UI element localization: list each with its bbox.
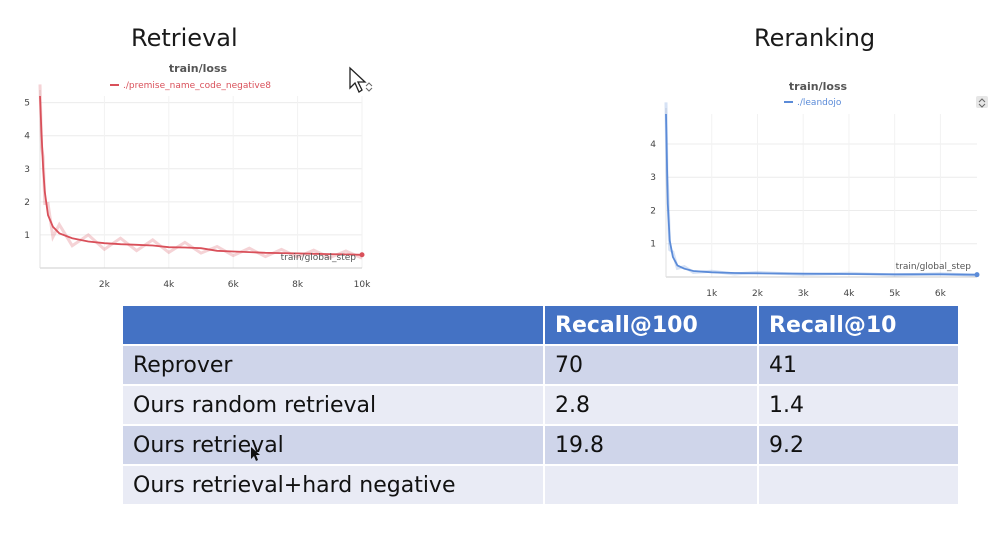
row-method: Ours random retrieval [121, 384, 545, 426]
series-raw-trace [38, 84, 363, 260]
table-row: Ours random retrieval 2.8 1.4 [121, 384, 960, 426]
y-tick-label: 5 [24, 99, 30, 109]
y-tick-label: 2 [650, 206, 656, 216]
legend-label: ./leandojo [797, 98, 842, 108]
y-tick-label: 3 [650, 173, 656, 183]
table-header-row: Recall@100 Recall@10 [121, 304, 960, 346]
scroll-handle-icon[interactable] [364, 80, 374, 92]
y-tick-label: 4 [24, 132, 30, 142]
row-recall100: 2.8 [543, 384, 759, 426]
row-recall10: 9.2 [757, 424, 960, 466]
retrieval-loss-chart: train/loss ./premise_name_code_negative8 1… [0, 58, 375, 298]
retrieval-loss-plot: train/loss ./premise_name_code_negative8 1… [24, 62, 371, 290]
row-recall10 [757, 464, 960, 506]
x-tick-label: 6k [935, 289, 947, 299]
y-tick-label: 2 [24, 198, 30, 208]
y-tick-label: 3 [24, 165, 30, 175]
x-tick-label: 3k [798, 289, 810, 299]
row-recall10: 1.4 [757, 384, 960, 426]
x-tick-label: 5k [889, 289, 901, 299]
row-recall10: 41 [757, 344, 960, 386]
mouse-pointer-icon [348, 66, 370, 99]
x-tick-label: 10k [354, 280, 371, 290]
text-cursor-icon [250, 446, 262, 467]
x-tick-label: 6k [228, 280, 240, 290]
chart-title: train/loss [169, 62, 228, 75]
header-cell-empty [121, 304, 545, 346]
row-method: Reprover [121, 344, 545, 386]
row-method: Ours retrieval [121, 424, 545, 466]
results-table: Recall@100 Recall@10 Reprover 70 41 Ours… [121, 304, 960, 506]
x-tick-label: 8k [292, 280, 304, 290]
x-tick-label: 4k [163, 280, 175, 290]
series-end-point [974, 272, 980, 278]
x-tick-label: 4k [843, 289, 855, 299]
row-method: Ours retrieval+hard negative [121, 464, 545, 506]
reranking-loss-chart: train/loss ./leandojo 1 2 3 4 1k 2k 3k 4k 5k 6k trai… [636, 76, 991, 304]
retrieval-heading: Retrieval [131, 24, 238, 52]
table-row: Ours retrieval+hard negative [121, 464, 960, 506]
series-raw-trace [664, 102, 978, 277]
header-cell-recall100: Recall@100 [543, 304, 759, 346]
scroll-handle-icon-2[interactable] [976, 96, 988, 108]
row-recall100: 19.8 [543, 424, 759, 466]
reranking-loss-plot: train/loss ./leandojo 1 2 3 4 1k 2k 3k 4k 5k 6k trai… [650, 80, 980, 299]
x-axis-label: train/global_step [281, 253, 357, 263]
y-tick-label: 1 [650, 240, 656, 250]
table-row: Reprover 70 41 [121, 344, 960, 386]
reranking-heading: Reranking [754, 24, 876, 52]
y-tick-label: 4 [650, 140, 656, 150]
x-axis-label: train/global_step [896, 262, 972, 272]
x-tick-label: 1k [706, 289, 718, 299]
x-tick-label: 2k [752, 289, 764, 299]
series-end-point [359, 252, 365, 258]
header-cell-recall10: Recall@10 [757, 304, 960, 346]
series-line [665, 113, 978, 276]
legend-label: ./premise_name_code_negative8 [123, 81, 271, 91]
row-recall100 [543, 464, 759, 506]
row-recall100: 70 [543, 344, 759, 386]
series-line [39, 95, 363, 256]
x-tick-label: 2k [99, 280, 111, 290]
y-tick-label: 1 [24, 231, 30, 241]
table-row: Ours retrieval 19.8 9.2 [121, 424, 960, 466]
chart-title: train/loss [789, 80, 848, 93]
